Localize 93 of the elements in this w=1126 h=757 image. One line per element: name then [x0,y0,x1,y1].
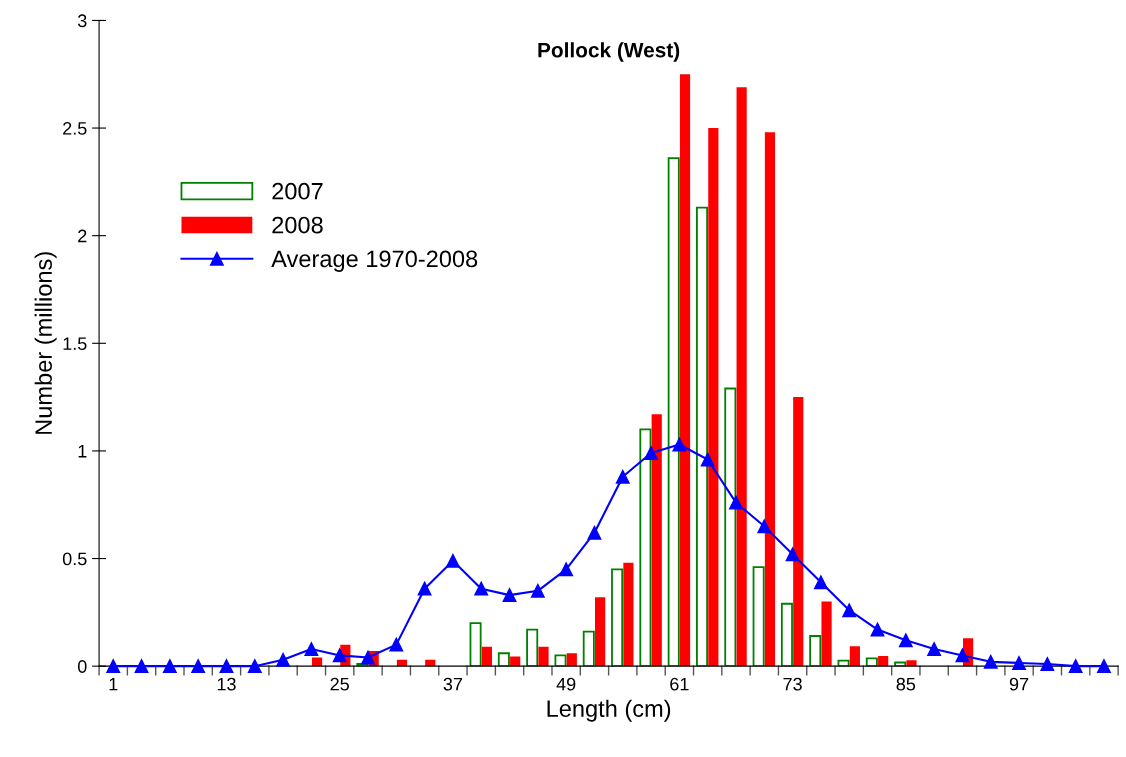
point [417,581,432,596]
point [644,446,659,461]
bar [821,601,832,667]
y-tick-label: 1.5 [63,337,87,351]
point [587,525,602,540]
point [474,581,489,596]
bar [538,646,549,667]
y-tick-label: 0.5 [62,552,87,566]
x-tick-label: 61 [670,677,689,691]
point [134,659,149,674]
point [191,659,206,674]
point [445,553,460,568]
legend-label: 2008 [272,216,323,234]
bar [865,657,878,667]
bar [780,602,793,667]
text: Pollock (West) [538,42,680,62]
bar [566,653,577,667]
point [106,659,121,674]
point [898,633,913,648]
bar [849,646,860,667]
bar [311,657,323,667]
x-tick-label: 49 [556,677,576,691]
point [927,641,942,656]
x-tick-label: 1 [109,677,118,691]
point [389,637,404,652]
bar [752,566,765,667]
legend-label: Average 1970-2008 [271,250,478,272]
point [276,652,291,667]
point [361,650,375,665]
point [1097,659,1111,674]
bar [736,87,747,667]
point [955,648,970,663]
bar [878,656,889,667]
x-tick-label: 97 [1009,677,1029,691]
point [332,648,347,663]
bar [510,656,521,667]
bar [425,659,436,667]
y-axis-title: Number (millions) [34,252,57,434]
legend-label: 2007 [272,182,323,200]
bar [793,397,804,667]
point [983,654,998,669]
bar [554,654,567,667]
bar [906,660,917,667]
point [559,562,574,577]
y-tick-label: 1 [78,445,87,458]
x-tick-label: 25 [330,677,349,691]
x-tick-label: 13 [217,677,236,691]
bar [724,387,737,667]
bar [497,652,510,667]
point [304,641,319,656]
x-axis-title: Length (cm) [547,699,671,722]
bar [469,622,482,667]
bar [595,597,606,667]
bar [481,646,492,667]
point [842,603,857,618]
y-tick-label: 2 [78,229,87,243]
bar [809,635,822,667]
bar [396,659,408,667]
bar [623,562,634,667]
point [502,588,517,603]
bar [894,661,907,667]
point [1012,655,1026,670]
bar [679,74,691,667]
bar [526,628,539,667]
bar [651,414,662,667]
point [813,575,828,590]
y-tick-label: 3 [77,14,87,28]
point [615,469,630,484]
x-tick-label: 85 [896,677,916,691]
point [785,547,800,562]
point [757,519,772,534]
bar [764,132,776,667]
point [1068,659,1083,674]
x-tick-label: 73 [783,677,802,691]
point [219,659,234,674]
point [700,452,715,467]
y-tick-label: 2.5 [63,121,87,135]
point [672,437,687,452]
point [870,622,885,637]
bar [708,128,719,667]
point [247,659,262,674]
bar [696,206,709,667]
point [729,495,743,510]
bar [837,659,850,667]
bar [667,157,680,667]
y-tick-label: 0 [77,660,87,673]
point [1040,657,1055,671]
bar [611,568,624,667]
bar [582,630,595,667]
point [162,659,177,674]
bar [639,428,652,667]
x-tick-label: 37 [443,677,463,691]
point [530,583,545,598]
